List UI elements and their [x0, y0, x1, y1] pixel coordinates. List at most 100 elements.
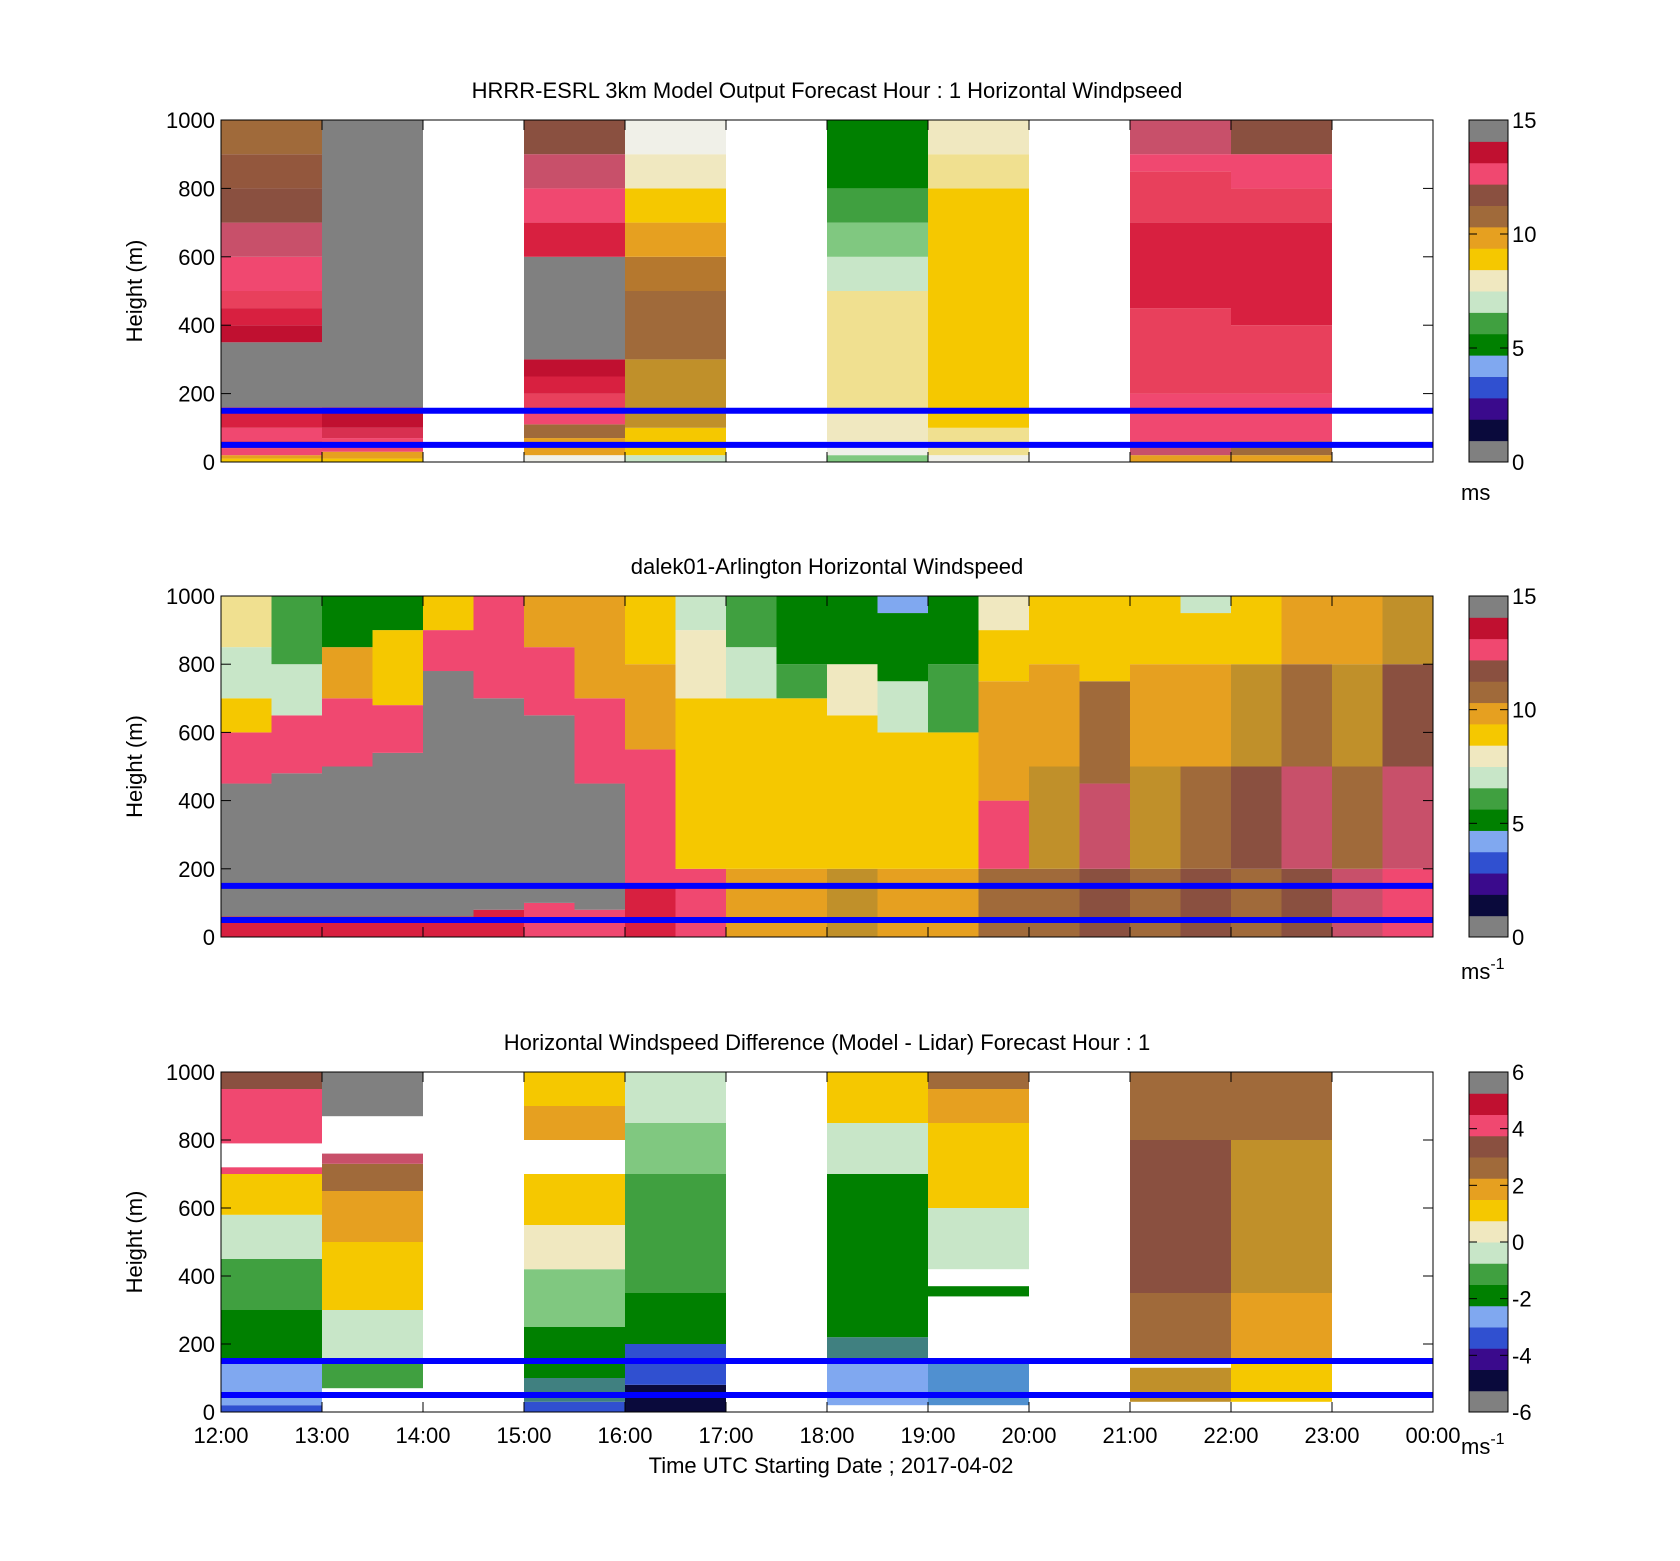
heatmap-cell [1231, 120, 1332, 155]
heatmap-cell [776, 596, 827, 665]
heatmap-cell [322, 1191, 423, 1242]
panel-lidar-windspeed: dalek01-Arlington Horizontal Windspeed H… [122, 554, 1536, 984]
x-tick-label: 23:00 [1304, 1423, 1359, 1448]
heatmap-cell [574, 909, 625, 937]
heatmap-cell [473, 909, 524, 937]
heatmap-cell [1332, 664, 1383, 767]
heatmap-cell [1029, 596, 1080, 665]
heatmap-cell [524, 1327, 625, 1378]
colorbar-swatch [1469, 440, 1508, 463]
heatmap-cell [524, 376, 625, 394]
heatmap-cell [675, 868, 726, 937]
y-tick-label: 0 [203, 925, 215, 950]
heatmap-cell [473, 596, 524, 699]
heatmap-cell [322, 120, 423, 408]
heatmap-cell [827, 1174, 928, 1338]
heatmap-cell [928, 455, 1029, 462]
heatmap-cell [1332, 868, 1383, 937]
heatmap-cell [574, 596, 625, 699]
heatmap-cell [423, 630, 474, 672]
colorbar-swatch [1469, 1263, 1508, 1285]
heatmap-cell [625, 596, 676, 665]
heatmap-cell [524, 256, 625, 360]
heatmap-cell [625, 359, 726, 428]
heatmap-cell [221, 1072, 322, 1089]
y-axis-label: Height (m) [122, 715, 147, 818]
heatmap-cell [1130, 308, 1231, 394]
colorbar-swatch [1469, 830, 1508, 853]
heatmap-cell [675, 630, 726, 699]
heatmap-cell [271, 715, 322, 774]
heatmap-cell [1231, 664, 1282, 767]
heatmap-cell [322, 1361, 423, 1389]
colorbar-swatch [1469, 1093, 1508, 1115]
panel-windspeed-difference: Horizontal Windspeed Difference (Model -… [122, 1030, 1532, 1459]
colorbar-tick-label: -2 [1512, 1287, 1532, 1312]
panel-title: dalek01-Arlington Horizontal Windspeed [631, 554, 1024, 579]
colorbar-swatch [1469, 355, 1508, 377]
x-tick-label: 19:00 [900, 1423, 955, 1448]
heatmap-cell [524, 1106, 625, 1140]
colorbar-frame [1468, 119, 1509, 463]
heatmap-cell [877, 868, 928, 937]
heatmap-cell [1281, 664, 1332, 767]
heatmap-cell [928, 868, 979, 937]
heatmap-cell [726, 596, 777, 648]
heatmap-cell [574, 783, 625, 910]
heatmap-cell [1281, 766, 1332, 869]
heatmap-cell [221, 1089, 322, 1144]
heatmap-cell [221, 458, 322, 462]
heatmap-cell [1231, 325, 1332, 394]
y-tick-label: 0 [203, 1400, 215, 1425]
colorbar-swatch [1469, 894, 1508, 917]
heatmap-cell [978, 868, 1029, 937]
colorbar-swatch [1469, 1284, 1508, 1307]
heatmap-cell [625, 1072, 726, 1123]
heatmap-cell [1079, 596, 1130, 682]
colorbar-swatch [1469, 873, 1508, 895]
heatmap-cell [928, 1123, 1029, 1208]
y-tick-label: 400 [178, 789, 215, 814]
colorbar-swatch [1469, 184, 1508, 206]
heatmap-cell [1382, 596, 1433, 665]
x-tick-label: 13:00 [294, 1423, 349, 1448]
heatmap-cell [776, 664, 827, 699]
heatmap-cell [221, 647, 272, 699]
colorbar-unit: ms-1 [1461, 956, 1505, 984]
heatmap-cell [221, 308, 322, 326]
heatmap-cell [1231, 393, 1332, 442]
heatmap-cell [1231, 868, 1282, 937]
colorbar-swatch [1469, 638, 1508, 661]
heatmap-cell [625, 885, 676, 937]
heatmap-cell [221, 1174, 322, 1215]
colorbar-swatch [1469, 787, 1508, 810]
colorbar-swatch [1469, 659, 1508, 682]
x-tick-label: 21:00 [1102, 1423, 1157, 1448]
colorbar-unit-exponent: -1 [1490, 956, 1504, 973]
heatmap-cell [1130, 120, 1231, 155]
heatmap-cell [574, 698, 625, 784]
colorbar-swatch [1469, 1135, 1508, 1158]
heatmap-cell [1079, 681, 1130, 784]
heatmap-cell [524, 715, 575, 903]
heatmap-cell [524, 647, 575, 716]
colorbar-tick-label: 0 [1512, 925, 1524, 950]
colorbar-swatch [1469, 226, 1508, 249]
heatmap-cell [221, 1310, 322, 1361]
heatmap-cell [625, 291, 726, 360]
heatmap-cell [1180, 664, 1231, 767]
y-axis-label: Height (m) [122, 1191, 147, 1294]
heatmap-cell [827, 188, 928, 223]
heatmap-cell [1079, 868, 1130, 937]
colorbar-swatch [1469, 766, 1508, 789]
y-tick-label: 200 [178, 1332, 215, 1357]
heatmap-cell [322, 1310, 423, 1361]
heatmap-cell [221, 732, 272, 784]
heatmap-cell [524, 1174, 625, 1225]
x-tick-label: 22:00 [1203, 1423, 1258, 1448]
heatmap-cell [625, 120, 726, 155]
x-tick-label: 16:00 [597, 1423, 652, 1448]
heatmap-cell [625, 455, 726, 462]
colorbar-tick-label: 0 [1512, 450, 1524, 475]
heatmap-cell [827, 1123, 928, 1174]
